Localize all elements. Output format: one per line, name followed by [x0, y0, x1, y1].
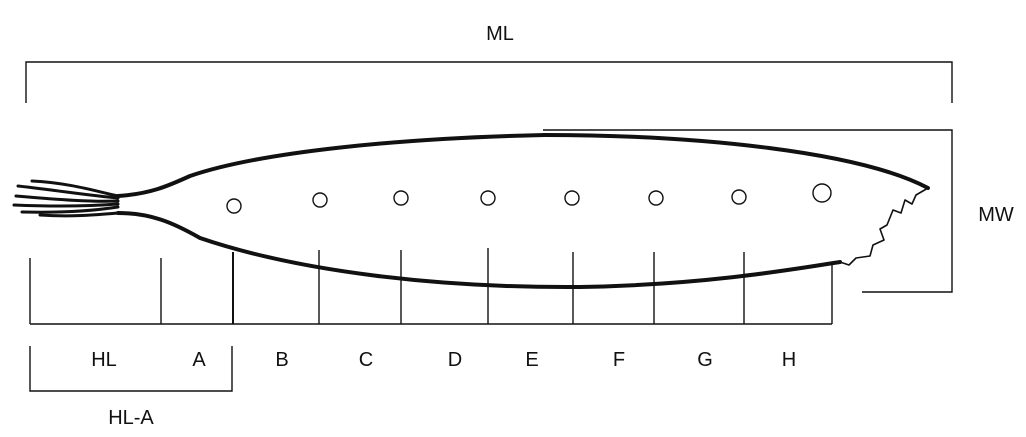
segment-label-b: B: [275, 349, 288, 371]
sample-point: [648, 190, 664, 206]
arms: [12, 179, 120, 218]
segment-labels: HL A B C D E F G H: [91, 349, 796, 371]
segment-label-c: C: [359, 349, 373, 371]
segment-label-d: D: [448, 349, 462, 371]
hl-a-bracket: [29, 346, 233, 392]
segment-label-h: H: [782, 349, 796, 371]
sample-point: [812, 183, 832, 203]
segment-label-g: G: [697, 349, 713, 371]
ml-bracket: [25, 61, 953, 103]
sample-points: [226, 183, 832, 214]
sample-point: [226, 198, 242, 214]
segment-label-a: A: [192, 349, 206, 371]
mw-bracket: [543, 129, 953, 293]
sample-point: [731, 189, 747, 205]
sample-point: [393, 190, 409, 206]
ml-label: ML: [486, 23, 514, 45]
sample-point: [312, 192, 328, 208]
sample-point: [480, 190, 496, 206]
mw-label: MW: [978, 204, 1014, 226]
sample-point: [564, 190, 580, 206]
segment-label-e: E: [525, 349, 538, 371]
measurement-scale: [29, 248, 833, 325]
body-outline: [116, 133, 930, 290]
hl-a-label: HL-A: [108, 407, 154, 429]
segment-label-hl: HL: [91, 349, 117, 371]
segment-label-f: F: [613, 349, 625, 371]
